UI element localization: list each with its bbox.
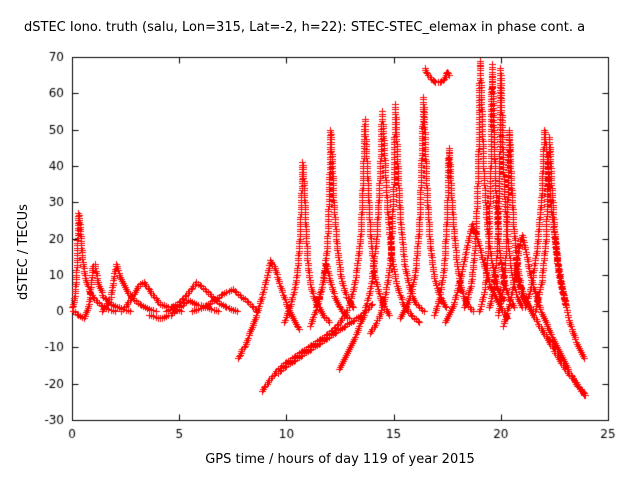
x-axis-label: GPS time / hours of day 119 of year 2015 — [205, 452, 475, 467]
chart-title: dSTEC Iono. truth (salu, Lon=315, Lat=-2… — [24, 20, 586, 35]
y-axis-label: dSTEC / TECUs — [16, 204, 31, 300]
